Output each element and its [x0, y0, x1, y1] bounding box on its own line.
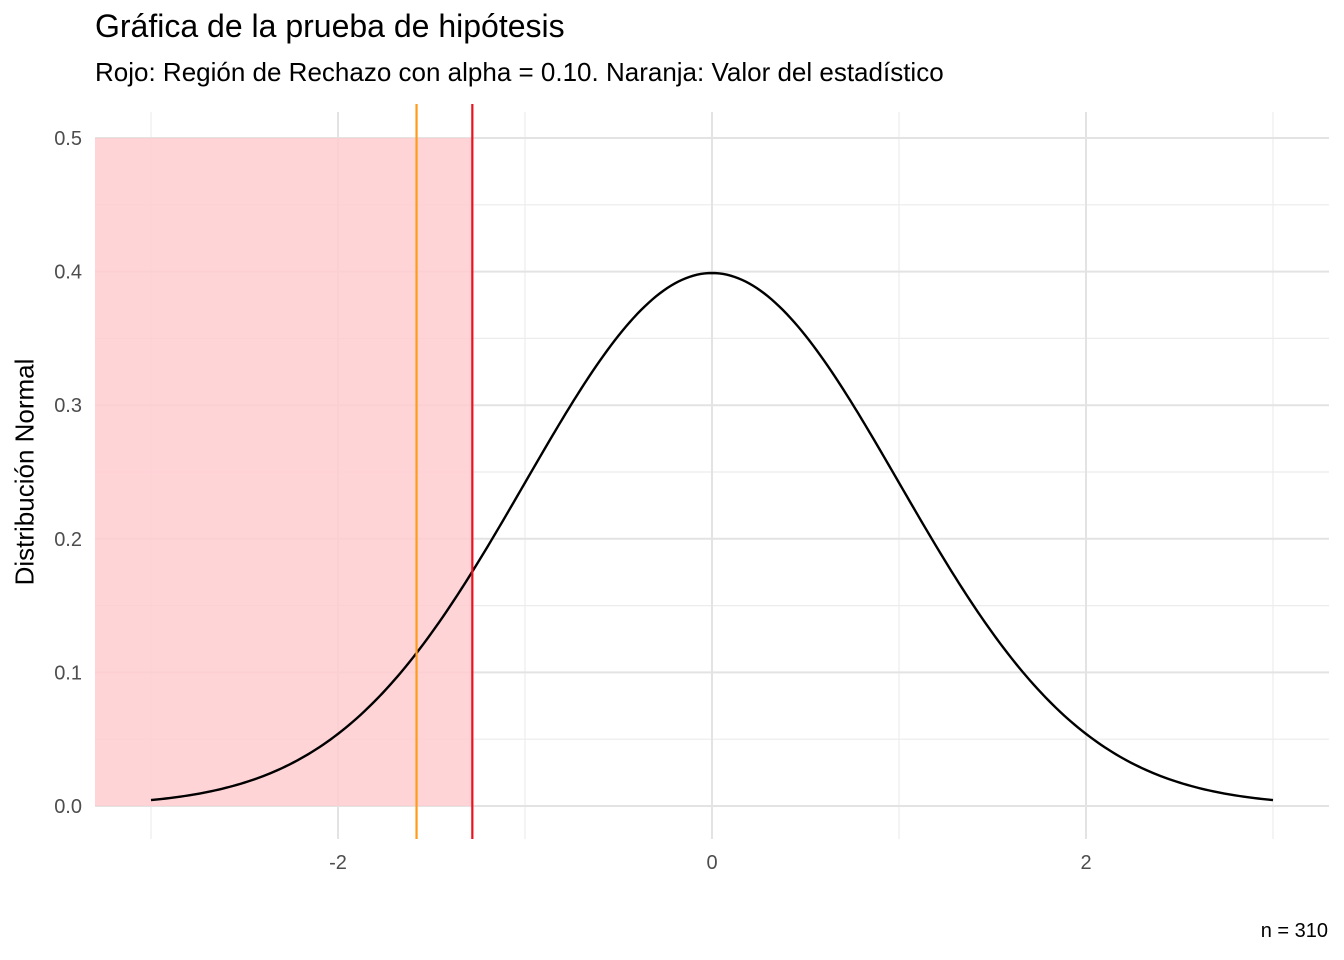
y-tick-label: 0.3: [54, 395, 82, 417]
reference-lines-layer: [415, 104, 474, 839]
chart-subtitle: Rojo: Región de Rechazo con alpha = 0.10…: [95, 57, 944, 87]
y-tick-labels: 0.0 0.1 0.2 0.3 0.4 0.5: [54, 128, 82, 818]
normal-density-curve: [150, 271, 1274, 802]
x-tick-label: 0: [706, 852, 717, 874]
y-tick-label: 0.0: [54, 796, 82, 818]
chart-caption: n = 310: [1260, 920, 1328, 942]
y-tick-label: 0.1: [54, 662, 82, 684]
y-tick-label: 0.2: [54, 529, 82, 551]
rejection-region: [95, 138, 473, 806]
density-curve-layer: [150, 271, 1274, 802]
x-tick-label: 2: [1080, 852, 1091, 874]
y-tick-label: 0.5: [54, 128, 82, 150]
y-tick-label: 0.4: [54, 262, 82, 284]
rejection-region-layer: [95, 138, 473, 806]
chart-title: Gráfica de la prueba de hipótesis: [95, 8, 565, 44]
x-tick-labels: -2 0 2: [329, 852, 1091, 874]
x-tick-label: -2: [329, 852, 347, 874]
